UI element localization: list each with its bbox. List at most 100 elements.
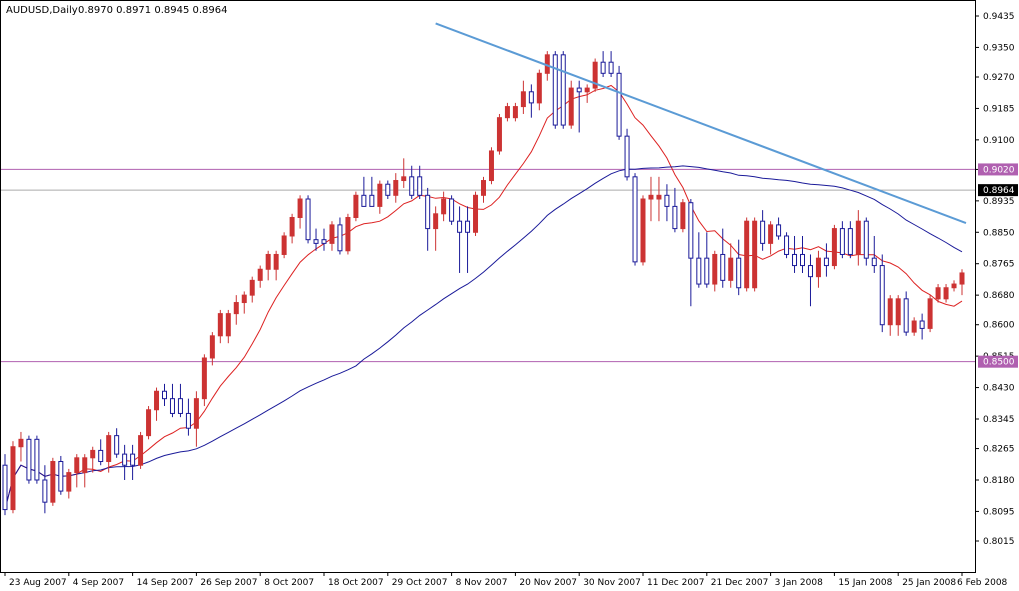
candle-body [249,279,255,296]
y-tick-label: 0.8265 [983,445,1015,455]
candle-body [457,220,463,233]
candle [496,113,502,155]
candle-body [465,220,471,233]
candle-body [640,198,646,263]
candle-body [345,216,351,252]
candle [664,184,670,222]
candle-body [162,390,167,400]
candle-body [193,398,199,429]
candle-body [18,438,24,448]
candle-body [385,183,391,196]
candle-body [369,194,375,207]
candle-body [504,106,510,119]
candle-body [377,183,383,207]
candle [217,309,223,344]
candle-body [74,457,80,474]
candle [265,250,271,281]
candle-body [297,198,303,218]
candle-body [520,91,526,108]
candle-body [42,479,48,503]
candle-body [823,257,829,267]
plot-area[interactable] [0,0,976,573]
candle [249,276,255,303]
candle [193,391,199,447]
candle-body [337,224,343,252]
y-tick-label: 0.9270 [983,73,1015,83]
candle [752,217,758,292]
candle [552,51,558,129]
candle-body [154,390,160,411]
candle-body [233,302,239,315]
candle [760,210,766,251]
candle-body [273,253,279,270]
candle-body [855,220,861,255]
x-tick-label: 11 Dec 2007 [647,578,705,588]
candle-body [441,198,447,215]
candle [640,195,646,266]
y-tick-label: 0.8765 [983,260,1015,270]
candle [233,295,239,325]
trendline[interactable] [435,22,967,224]
candle-body [217,313,223,337]
candle [241,291,247,314]
candle-body [409,176,415,196]
y-tick-label: 0.9100 [983,136,1015,146]
candle [648,176,654,222]
y-tick-label: 0.8850 [983,228,1015,238]
candle-body [951,283,957,289]
candle [66,468,72,499]
candle [951,280,957,292]
candle [130,444,136,480]
candle-body [265,253,271,270]
candle [162,383,167,407]
candle-body [26,438,32,481]
candle-body [927,298,933,329]
candle-body [688,202,694,259]
ma-slow-line [4,165,963,510]
candle [512,102,518,122]
candle [273,250,279,281]
candle-body [648,194,654,200]
candle-body [528,91,534,104]
candle [608,51,614,78]
candle [616,65,622,140]
candle [58,455,64,495]
candle [807,254,813,307]
candle [201,354,207,407]
candle-body [704,257,710,285]
candle-body [90,449,96,459]
candle-body [130,453,136,466]
candle [728,243,734,288]
candle-body [496,117,502,152]
candle-body [879,265,885,326]
x-tick-label: 3 Jan 2008 [775,578,823,588]
y-tick-label: 0.8180 [983,476,1015,486]
candle-body [895,298,901,326]
candle [943,284,949,303]
candle [353,191,359,222]
candle [433,206,439,251]
candle [656,176,662,222]
y-tick-label: 0.9185 [983,104,1015,114]
candle-body [664,194,670,207]
x-tick-label: 25 Jan 2008 [902,578,956,588]
candle [504,102,510,122]
candle [815,250,821,288]
candle-body [2,464,8,511]
price-tag-upper-bg [978,163,1018,176]
candle [441,191,447,222]
candle [177,383,183,418]
candle [50,457,56,506]
candle-body [321,239,327,244]
candle-body [289,216,295,237]
x-tick-label: 8 Nov 2007 [456,578,508,588]
candle [185,398,191,436]
candle [377,180,383,214]
candle [720,228,726,288]
candle [106,431,112,473]
candle [18,431,24,462]
candle [871,235,877,273]
candle [98,439,104,466]
